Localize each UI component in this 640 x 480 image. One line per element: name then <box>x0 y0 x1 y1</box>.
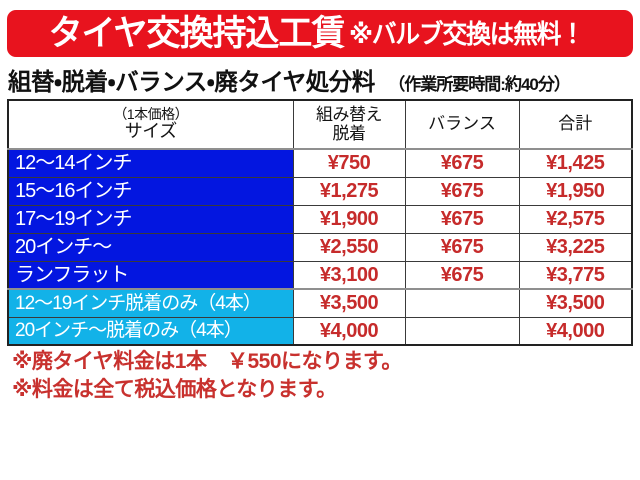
cell-balance: ¥675 <box>404 232 520 262</box>
headline-banner: タイヤ交換持込工賃 ※バルブ交換は無料！ <box>7 10 633 57</box>
table-row: 20インチ〜 ¥2,550 ¥675 ¥3,225 <box>7 232 633 262</box>
cell-swap: ¥2,550 <box>292 232 406 262</box>
cell-size: 20インチ〜脱着のみ（4本） <box>7 316 294 346</box>
headline-main-text: タイヤ交換持込工賃 <box>48 14 345 53</box>
table-row: 12〜14インチ ¥750 ¥675 ¥1,425 <box>7 148 633 178</box>
cell-total: ¥3,500 <box>518 288 633 318</box>
column-header-balance: バランス <box>404 99 520 150</box>
cell-balance <box>404 288 520 318</box>
cell-total: ¥1,950 <box>518 176 633 206</box>
column-header-swap: 組み替え 脱着 <box>292 99 406 150</box>
footnote-disposal-fee: ※廃タイヤ料金は1本 ￥550になります。 <box>12 350 402 373</box>
column-header-size-label: サイズ <box>124 121 177 142</box>
footnotes: ※廃タイヤ料金は1本 ￥550になります。 ※料金は全て税込価格となります。 <box>12 348 632 405</box>
headline-sub-text: ※バルブ交換は無料！ <box>348 18 585 49</box>
cell-total: ¥1,425 <box>518 148 633 178</box>
cell-swap: ¥3,100 <box>292 260 406 290</box>
cell-balance: ¥675 <box>404 148 520 178</box>
price-table: （1本価格） サイズ 組み替え 脱着 バランス 合計 12〜14インチ ¥750 ¥… <box>7 99 633 346</box>
cell-size: 20インチ〜 <box>7 232 294 262</box>
column-header-total: 合計 <box>518 99 633 150</box>
cell-total: ¥2,575 <box>518 204 633 234</box>
cell-size: 15〜16インチ <box>7 176 294 206</box>
cell-balance: ¥675 <box>404 204 520 234</box>
cell-size: 17〜19インチ <box>7 204 294 234</box>
column-header-swap-line2: 脱着 <box>332 123 367 143</box>
cell-swap: ¥1,900 <box>292 204 406 234</box>
subtitle-main-text: 組替・脱着・バランス・廃タイヤ処分料 <box>8 69 375 96</box>
cell-size: 12〜19インチ脱着のみ（4本） <box>7 288 294 318</box>
cell-swap: ¥750 <box>292 148 406 178</box>
cell-balance: ¥675 <box>404 176 520 206</box>
cell-balance: ¥675 <box>404 260 520 290</box>
cell-swap: ¥3,500 <box>292 288 406 318</box>
cell-total: ¥3,225 <box>518 232 633 262</box>
cell-balance <box>404 316 520 346</box>
table-header-row: （1本価格） サイズ 組み替え 脱着 バランス 合計 <box>7 99 633 150</box>
table-row: 17〜19インチ ¥1,900 ¥675 ¥2,575 <box>7 204 633 234</box>
column-header-size: （1本価格） サイズ <box>7 99 294 150</box>
cell-size: 12〜14インチ <box>7 148 294 178</box>
cell-size: ランフラット <box>7 260 294 290</box>
cell-total: ¥4,000 <box>518 316 633 346</box>
column-header-swap-line1: 組み替え <box>316 105 383 125</box>
table-row: 20インチ〜脱着のみ（4本） ¥4,000 ¥4,000 <box>7 316 633 346</box>
table-row: 15〜16インチ ¥1,275 ¥675 ¥1,950 <box>7 176 633 206</box>
subtitle-duration-note: （作業所要時間:約40分） <box>388 75 571 94</box>
subtitle-line: 組替・脱着・バランス・廃タイヤ処分料 （作業所要時間:約40分） <box>8 62 634 96</box>
footnote-tax-included: ※料金は全て税込価格となります。 <box>12 378 337 402</box>
price-table-body: 12〜14インチ ¥750 ¥675 ¥1,425 15〜16インチ ¥1,275 ¥675… <box>7 148 633 346</box>
cell-swap: ¥4,000 <box>292 316 406 346</box>
cell-total: ¥3,775 <box>518 260 633 290</box>
table-row: 12〜19インチ脱着のみ（4本） ¥3,500 ¥3,500 <box>7 288 633 318</box>
column-header-size-note: （1本価格） <box>113 106 189 123</box>
table-row: ランフラット ¥3,100 ¥675 ¥3,775 <box>7 260 633 290</box>
price-table-head: （1本価格） サイズ 組み替え 脱着 バランス 合計 <box>7 99 633 150</box>
cell-swap: ¥1,275 <box>292 176 406 206</box>
